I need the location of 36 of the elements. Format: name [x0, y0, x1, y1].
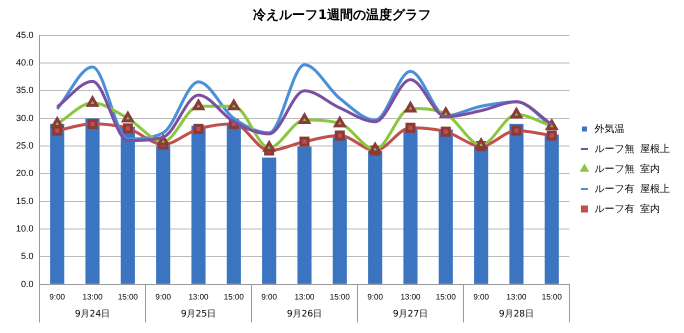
y-tick-label: 10.0 — [16, 224, 34, 234]
y-tick-label: 35.0 — [16, 85, 34, 96]
x-tick-label: 15:00 — [330, 292, 350, 302]
legend-label: ルーフ無 室内 — [594, 162, 660, 175]
x-tick-label: 9:00 — [49, 292, 66, 302]
y-tick-label: 5.0 — [21, 251, 34, 262]
y-tick-label: 45.0 — [16, 30, 34, 40]
chart-title: 冷えルーフ1週間の温度グラフ — [252, 6, 432, 24]
x-tick-label: 15:00 — [436, 292, 456, 302]
x-tick-label: 13:00 — [294, 292, 316, 302]
y-tick-label: 25.0 — [16, 140, 34, 151]
legend-label: 外気温 — [594, 122, 624, 135]
x-tick-label: 9:00 — [473, 292, 490, 302]
y-tick-label: 0.0 — [21, 278, 34, 289]
x-tick-label: 15:00 — [542, 292, 562, 302]
x-tick-label: 13:00 — [506, 292, 528, 302]
x-tick-label: 9:00 — [155, 292, 172, 302]
y-tick-label: 30.0 — [16, 112, 34, 123]
x-tick-label: 13:00 — [82, 292, 104, 302]
text: 9月26日 — [286, 310, 322, 320]
x-tick-label: 15:00 — [118, 292, 138, 302]
text: 9月25日 — [180, 310, 216, 320]
legend-label: ルーフ無 屋根上 — [594, 142, 670, 155]
text: 9月28日 — [498, 310, 534, 320]
x-tick-label: 9:00 — [261, 292, 278, 302]
x-tick-label: 9:00 — [367, 292, 384, 302]
x-tick-label: 13:00 — [188, 292, 210, 302]
legend-label: ルーフ有 屋根上 — [594, 182, 670, 195]
y-tick-label: 15.0 — [16, 196, 34, 206]
y-tick-label: 40.0 — [16, 58, 34, 68]
legend-label: ルーフ有 室内 — [594, 202, 660, 215]
x-tick-label: 13:00 — [400, 292, 422, 302]
text: 9月27日 — [392, 310, 428, 320]
x-tick-label: 15:00 — [224, 292, 244, 302]
y-tick-label: 20.0 — [16, 168, 34, 178]
text: 9月24日 — [74, 310, 110, 320]
